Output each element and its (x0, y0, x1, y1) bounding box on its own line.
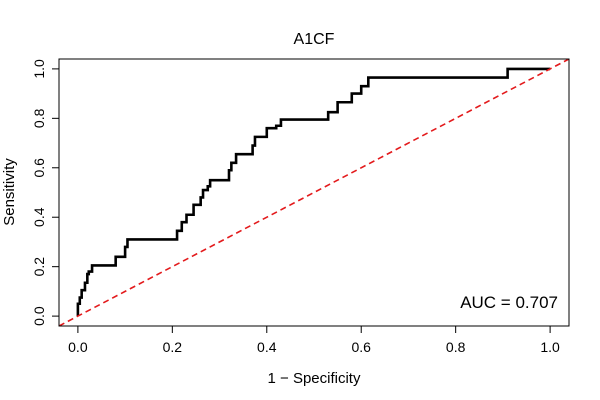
x-tick-label: 0.6 (351, 339, 371, 355)
y-tick-label: 0.0 (31, 306, 47, 326)
x-tick-label: 0.0 (68, 339, 88, 355)
auc-annotation: AUC = 0.707 (460, 293, 558, 312)
reference-line (59, 59, 569, 326)
plot-frame (58, 58, 570, 327)
x-axis: 0.0 0.2 0.4 0.6 0.8 1.0 (68, 325, 560, 355)
y-tick-label: 0.2 (31, 257, 47, 277)
y-tick-label: 0.8 (31, 108, 47, 128)
x-tick-label: 1.0 (540, 339, 560, 355)
chart-title: A1CF (294, 31, 335, 48)
y-axis: 0.0 0.2 0.4 0.6 0.8 1.0 (31, 59, 60, 326)
x-tick-label: 0.2 (163, 339, 183, 355)
roc-curve (76, 67, 551, 317)
plot-area (58, 58, 570, 327)
y-tick-label: 0.6 (31, 158, 47, 178)
y-tick-label: 0.4 (31, 207, 47, 227)
y-axis-label: Sensitivity (1, 158, 18, 226)
x-tick-label: 0.8 (446, 339, 466, 355)
x-axis-label: 1 − Specificity (268, 370, 361, 387)
y-tick-label: 1.0 (31, 59, 47, 79)
x-tick-label: 0.4 (257, 339, 277, 355)
